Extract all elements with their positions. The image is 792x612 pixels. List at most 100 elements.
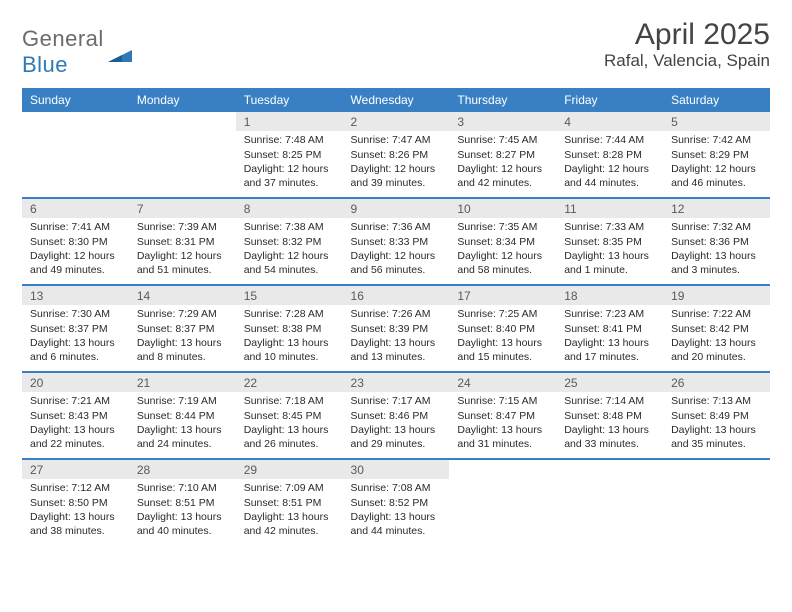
sunset-text: Sunset: 8:44 PM: [137, 409, 228, 423]
calendar-week: 27Sunrise: 7:12 AMSunset: 8:50 PMDayligh…: [22, 460, 770, 546]
daylight-text: Daylight: 12 hours and 56 minutes.: [351, 249, 442, 277]
day-number: 14: [129, 286, 236, 305]
sunrise-text: Sunrise: 7:42 AM: [671, 133, 762, 147]
daylight-text: Daylight: 13 hours and 38 minutes.: [30, 510, 121, 538]
sunset-text: Sunset: 8:38 PM: [244, 322, 335, 336]
day-number: 12: [663, 199, 770, 218]
day-number: 19: [663, 286, 770, 305]
sunset-text: Sunset: 8:41 PM: [564, 322, 655, 336]
sunrise-text: Sunrise: 7:38 AM: [244, 220, 335, 234]
day-number: 10: [449, 199, 556, 218]
day-number: 24: [449, 373, 556, 392]
daylight-text: Daylight: 13 hours and 40 minutes.: [137, 510, 228, 538]
day-number: 17: [449, 286, 556, 305]
sunrise-text: Sunrise: 7:45 AM: [457, 133, 548, 147]
day-header: Thursday: [449, 88, 556, 112]
sunset-text: Sunset: 8:51 PM: [244, 496, 335, 510]
day-number: 4: [556, 112, 663, 131]
sunrise-text: Sunrise: 7:28 AM: [244, 307, 335, 321]
sunrise-text: Sunrise: 7:15 AM: [457, 394, 548, 408]
day-header: Sunday: [22, 88, 129, 112]
calendar-day: 8Sunrise: 7:38 AMSunset: 8:32 PMDaylight…: [236, 199, 343, 285]
calendar-day: 13Sunrise: 7:30 AMSunset: 8:37 PMDayligh…: [22, 286, 129, 372]
daylight-text: Daylight: 13 hours and 20 minutes.: [671, 336, 762, 364]
sunrise-text: Sunrise: 7:08 AM: [351, 481, 442, 495]
sunset-text: Sunset: 8:31 PM: [137, 235, 228, 249]
day-number: 21: [129, 373, 236, 392]
day-number: 2: [343, 112, 450, 131]
sunrise-text: Sunrise: 7:39 AM: [137, 220, 228, 234]
day-number: 29: [236, 460, 343, 479]
sunrise-text: Sunrise: 7:12 AM: [30, 481, 121, 495]
triangle-icon: [108, 46, 132, 62]
day-number: 20: [22, 373, 129, 392]
sunrise-text: Sunrise: 7:19 AM: [137, 394, 228, 408]
daylight-text: Daylight: 13 hours and 8 minutes.: [137, 336, 228, 364]
sunset-text: Sunset: 8:27 PM: [457, 148, 548, 162]
calendar-day: 19Sunrise: 7:22 AMSunset: 8:42 PMDayligh…: [663, 286, 770, 372]
calendar-table: SundayMondayTuesdayWednesdayThursdayFrid…: [22, 88, 770, 546]
calendar-day: 25Sunrise: 7:14 AMSunset: 8:48 PMDayligh…: [556, 373, 663, 459]
calendar-day: 23 Sunrise: 7:17 AMSunset: 8:46 PMDayligh…: [343, 373, 450, 459]
calendar-day: 5Sunrise: 7:42 AMSunset: 8:29 PMDaylight…: [663, 112, 770, 198]
daylight-text: Daylight: 13 hours and 10 minutes.: [244, 336, 335, 364]
calendar-day: 1Sunrise: 7:48 AMSunset: 8:25 PMDaylight…: [236, 112, 343, 198]
sunrise-text: Sunrise: 7:18 AM: [244, 394, 335, 408]
calendar-day: 18Sunrise: 7:23 AMSunset: 8:41 PMDayligh…: [556, 286, 663, 372]
calendar-day: 4Sunrise: 7:44 AMSunset: 8:28 PMDaylight…: [556, 112, 663, 198]
daylight-text: Daylight: 13 hours and 1 minute.: [564, 249, 655, 277]
calendar-day: 26Sunrise: 7:13 AMSunset: 8:49 PMDayligh…: [663, 373, 770, 459]
daylight-text: Daylight: 13 hours and 29 minutes.: [351, 423, 442, 451]
sunrise-text: Sunrise: 7:26 AM: [351, 307, 442, 321]
calendar-day: 27Sunrise: 7:12 AMSunset: 8:50 PMDayligh…: [22, 460, 129, 546]
sunrise-text: Sunrise: 7:47 AM: [351, 133, 442, 147]
sunrise-text: Sunrise: 7:44 AM: [564, 133, 655, 147]
sunset-text: Sunset: 8:37 PM: [30, 322, 121, 336]
sunset-text: Sunset: 8:35 PM: [564, 235, 655, 249]
calendar-day: 15Sunrise: 7:28 AMSunset: 8:38 PMDayligh…: [236, 286, 343, 372]
day-number: 26: [663, 373, 770, 392]
calendar-day: 14Sunrise: 7:29 AMSunset: 8:37 PMDayligh…: [129, 286, 236, 372]
calendar-day: 16Sunrise: 7:26 AMSunset: 8:39 PMDayligh…: [343, 286, 450, 372]
day-number: 1: [236, 112, 343, 131]
calendar-day: 20 Sunrise: 7:21 AMSunset: 8:43 PMDayligh…: [22, 373, 129, 459]
sunrise-text: Sunrise: 7:14 AM: [564, 394, 655, 408]
sunset-text: Sunset: 8:37 PM: [137, 322, 228, 336]
sunset-text: Sunset: 8:43 PM: [30, 409, 121, 423]
daylight-text: Daylight: 13 hours and 22 minutes.: [30, 423, 121, 451]
day-number: 11: [556, 199, 663, 218]
calendar-day: 9Sunrise: 7:36 AMSunset: 8:33 PMDaylight…: [343, 199, 450, 285]
daylight-text: Daylight: 12 hours and 58 minutes.: [457, 249, 548, 277]
daylight-text: Daylight: 12 hours and 46 minutes.: [671, 162, 762, 190]
calendar-day: 10Sunrise: 7:35 AMSunset: 8:34 PMDayligh…: [449, 199, 556, 285]
daylight-text: Daylight: 13 hours and 42 minutes.: [244, 510, 335, 538]
day-number: 30: [343, 460, 450, 479]
header: General Blue April 2025 Rafal, Valencia,…: [22, 18, 770, 78]
location-label: Rafal, Valencia, Spain: [604, 51, 770, 71]
day-number: 5: [663, 112, 770, 131]
calendar-day: ..: [449, 460, 556, 546]
day-number: 6: [22, 199, 129, 218]
day-number: 7: [129, 199, 236, 218]
sunrise-text: Sunrise: 7:30 AM: [30, 307, 121, 321]
brand-part2: Blue: [22, 52, 68, 77]
calendar-day: ..: [556, 460, 663, 546]
daylight-text: Daylight: 12 hours and 42 minutes.: [457, 162, 548, 190]
sunset-text: Sunset: 8:33 PM: [351, 235, 442, 249]
sunrise-text: Sunrise: 7:25 AM: [457, 307, 548, 321]
calendar-day: 29 Sunrise: 7:09 AMSunset: 8:51 PMDayligh…: [236, 460, 343, 546]
calendar-week: ....1Sunrise: 7:48 AMSunset: 8:25 PMDayl…: [22, 112, 770, 198]
sunset-text: Sunset: 8:50 PM: [30, 496, 121, 510]
daylight-text: Daylight: 13 hours and 13 minutes.: [351, 336, 442, 364]
day-number: 23: [343, 373, 450, 392]
sunset-text: Sunset: 8:51 PM: [137, 496, 228, 510]
sunset-text: Sunset: 8:46 PM: [351, 409, 442, 423]
sunrise-text: Sunrise: 7:21 AM: [30, 394, 121, 408]
daylight-text: Daylight: 13 hours and 26 minutes.: [244, 423, 335, 451]
sunrise-text: Sunrise: 7:17 AM: [351, 394, 442, 408]
day-header: Monday: [129, 88, 236, 112]
sunrise-text: Sunrise: 7:09 AM: [244, 481, 335, 495]
calendar-day: 30Sunrise: 7:08 AMSunset: 8:52 PMDayligh…: [343, 460, 450, 546]
calendar-day: 6Sunrise: 7:41 AMSunset: 8:30 PMDaylight…: [22, 199, 129, 285]
daylight-text: Daylight: 13 hours and 15 minutes.: [457, 336, 548, 364]
